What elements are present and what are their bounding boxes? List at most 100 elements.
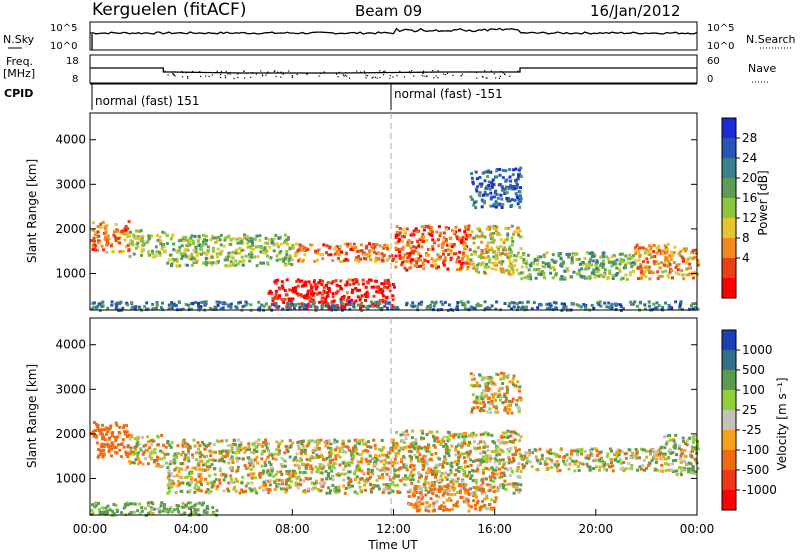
velocity-cell bbox=[464, 491, 468, 495]
velocity-cell bbox=[298, 470, 302, 474]
x-tick-label: 08:00 bbox=[275, 522, 310, 536]
velocity-cell bbox=[424, 480, 428, 484]
velocity-cell bbox=[622, 461, 626, 464]
velocity-cell bbox=[404, 483, 408, 487]
velocity-cell bbox=[260, 457, 264, 461]
power-cell bbox=[343, 242, 347, 246]
velocity-cell bbox=[240, 488, 244, 492]
velocity-cell bbox=[305, 444, 309, 448]
velocity-cell bbox=[196, 441, 200, 445]
velocity-cell bbox=[440, 463, 444, 467]
power-cell bbox=[568, 252, 572, 256]
power-cell bbox=[347, 278, 351, 282]
velocity-cell bbox=[186, 442, 190, 446]
velocity-cell bbox=[201, 440, 204, 444]
velocity-cell bbox=[425, 433, 429, 436]
velocity-cell bbox=[355, 465, 359, 469]
power-cell bbox=[297, 293, 300, 297]
velocity-cell bbox=[408, 454, 412, 458]
velocity-cell bbox=[520, 457, 524, 461]
power-cell bbox=[403, 266, 407, 270]
velocity-cell bbox=[572, 449, 576, 453]
velocity-cell bbox=[415, 455, 419, 459]
power-cell bbox=[341, 302, 345, 306]
power-cell bbox=[470, 253, 474, 257]
velocity-cell bbox=[462, 456, 466, 460]
velocity-cell bbox=[469, 505, 473, 509]
power-cell bbox=[596, 270, 600, 273]
velocity-cell bbox=[157, 443, 161, 447]
velocity-cell bbox=[407, 445, 411, 449]
power-cell bbox=[420, 245, 424, 249]
power-cell bbox=[456, 268, 459, 272]
power-cell bbox=[521, 271, 525, 275]
power-cell bbox=[413, 249, 417, 253]
power-cell bbox=[184, 248, 188, 251]
power-cell bbox=[541, 261, 545, 265]
velocity-cell bbox=[366, 462, 370, 466]
velocity-cell bbox=[475, 488, 479, 492]
velocity-cell bbox=[244, 484, 248, 488]
velocity-cell bbox=[543, 462, 547, 466]
velocity-cell bbox=[517, 475, 521, 479]
power-cell bbox=[388, 283, 392, 287]
velocity-cell bbox=[606, 452, 610, 456]
velocity-cell bbox=[200, 460, 204, 463]
power-cell bbox=[167, 303, 171, 307]
velocity-cell bbox=[304, 452, 308, 456]
power-cell bbox=[626, 257, 630, 261]
power-cell bbox=[477, 255, 481, 259]
x-axis-label: Time UT bbox=[367, 538, 418, 552]
velocity-cell bbox=[423, 445, 427, 449]
power-colorbar-tick-label: 8 bbox=[742, 231, 750, 245]
nave-point bbox=[275, 75, 277, 77]
nave-point bbox=[410, 72, 412, 74]
nave-point bbox=[481, 75, 483, 78]
power-cell bbox=[463, 307, 467, 311]
power-cell bbox=[450, 243, 454, 246]
power-cell bbox=[644, 307, 647, 311]
power-cell bbox=[690, 304, 693, 308]
nsearch-tick-bottom: 10^0 bbox=[707, 41, 734, 52]
power-cell bbox=[455, 260, 459, 264]
velocity-cell bbox=[204, 490, 208, 494]
power-cell bbox=[309, 298, 313, 302]
velocity-cell bbox=[92, 421, 96, 424]
velocity-cell bbox=[432, 435, 435, 439]
velocity-y-tick-label: 1000 bbox=[55, 471, 86, 485]
power-cell bbox=[607, 301, 611, 305]
velocity-cell bbox=[101, 511, 105, 515]
power-cell bbox=[394, 246, 398, 250]
velocity-cell bbox=[160, 501, 164, 505]
power-cell bbox=[629, 261, 633, 265]
velocity-cell bbox=[508, 408, 511, 411]
velocity-cell bbox=[507, 373, 511, 377]
power-cell bbox=[366, 254, 370, 258]
power-cell bbox=[454, 230, 458, 234]
power-cell bbox=[146, 238, 150, 242]
power-cell bbox=[508, 258, 512, 262]
velocity-cell bbox=[420, 446, 424, 450]
velocity-cell bbox=[230, 469, 234, 473]
power-cell bbox=[137, 305, 141, 309]
power-cell bbox=[628, 273, 632, 277]
velocity-cell bbox=[177, 510, 181, 514]
velocity-cell bbox=[453, 433, 457, 437]
power-cell bbox=[507, 253, 511, 257]
velocity-cell bbox=[145, 449, 149, 453]
velocity-cell bbox=[485, 460, 489, 464]
velocity-cell bbox=[487, 400, 491, 404]
nave-point bbox=[365, 74, 367, 76]
power-cell bbox=[184, 302, 188, 306]
velocity-cell bbox=[156, 462, 160, 466]
power-cell bbox=[119, 231, 123, 235]
velocity-cell bbox=[484, 477, 488, 481]
power-cell bbox=[279, 242, 283, 246]
power-cell bbox=[216, 247, 220, 251]
velocity-cell bbox=[467, 453, 471, 457]
power-cell bbox=[519, 194, 522, 198]
power-cell bbox=[102, 231, 106, 235]
velocity-cell bbox=[299, 457, 303, 460]
power-cell bbox=[649, 247, 653, 251]
nave-point bbox=[364, 72, 366, 74]
